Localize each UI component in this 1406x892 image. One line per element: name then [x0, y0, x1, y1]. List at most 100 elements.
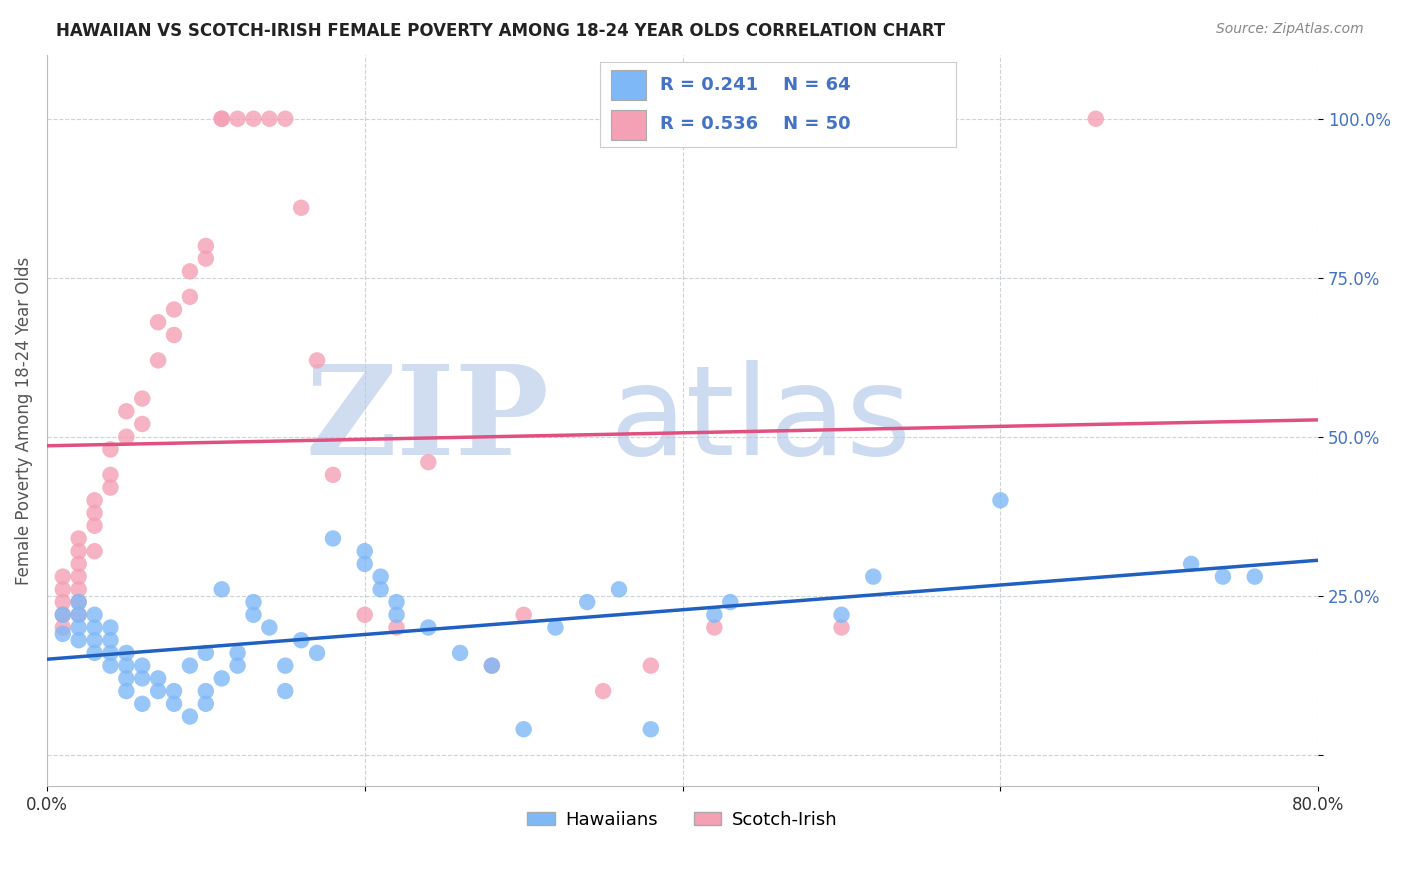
Point: [83, 633, 105, 648]
Point: [83, 506, 105, 520]
Point: [544, 620, 567, 634]
Point: [67, 532, 90, 546]
Point: [576, 595, 599, 609]
Point: [370, 569, 392, 583]
Point: [83, 607, 105, 622]
Point: [385, 595, 408, 609]
Point: [274, 112, 297, 126]
Point: [607, 582, 630, 597]
Text: HAWAIIAN VS SCOTCH-IRISH FEMALE POVERTY AMONG 18-24 YEAR OLDS CORRELATION CHART: HAWAIIAN VS SCOTCH-IRISH FEMALE POVERTY …: [56, 22, 945, 40]
Point: [592, 684, 614, 698]
Point: [115, 684, 138, 698]
Point: [353, 544, 375, 558]
Point: [385, 607, 408, 622]
Point: [100, 467, 122, 482]
Text: ZIP: ZIP: [305, 360, 550, 482]
Point: [179, 658, 201, 673]
Point: [703, 620, 725, 634]
Point: [146, 353, 169, 368]
Point: [211, 672, 233, 686]
Y-axis label: Female Poverty Among 18-24 Year Olds: Female Poverty Among 18-24 Year Olds: [15, 257, 32, 585]
Point: [67, 607, 90, 622]
Point: [83, 620, 105, 634]
Point: [67, 544, 90, 558]
Point: [52, 595, 75, 609]
Point: [52, 627, 75, 641]
Point: [481, 658, 503, 673]
Point: [418, 455, 440, 469]
Point: [83, 493, 105, 508]
Point: [259, 620, 281, 634]
Point: [146, 684, 169, 698]
Point: [226, 646, 249, 660]
Point: [52, 569, 75, 583]
Point: [52, 620, 75, 634]
Point: [67, 633, 90, 648]
Point: [163, 302, 186, 317]
Point: [512, 607, 534, 622]
Point: [862, 569, 884, 583]
Point: [52, 607, 75, 622]
Point: [831, 620, 853, 634]
Point: [1212, 569, 1234, 583]
Point: [274, 658, 297, 673]
Point: [242, 112, 264, 126]
Point: [67, 569, 90, 583]
Point: [100, 646, 122, 660]
Point: [100, 481, 122, 495]
Point: [481, 658, 503, 673]
Point: [290, 633, 312, 648]
Point: [163, 328, 186, 343]
Point: [1243, 569, 1265, 583]
Point: [307, 353, 329, 368]
Point: [322, 532, 344, 546]
Point: [131, 417, 153, 431]
Point: [370, 582, 392, 597]
Point: [640, 723, 662, 737]
Point: [115, 646, 138, 660]
Point: [194, 697, 217, 711]
Point: [259, 112, 281, 126]
Point: [353, 557, 375, 571]
Point: [131, 658, 153, 673]
Text: Source: ZipAtlas.com: Source: ZipAtlas.com: [1216, 22, 1364, 37]
Point: [83, 646, 105, 660]
Point: [67, 582, 90, 597]
Legend: Hawaiians, Scotch-Irish: Hawaiians, Scotch-Irish: [520, 804, 845, 836]
Point: [1084, 112, 1107, 126]
Point: [83, 518, 105, 533]
Point: [67, 595, 90, 609]
Point: [449, 646, 471, 660]
Point: [353, 607, 375, 622]
Point: [179, 264, 201, 278]
Point: [640, 658, 662, 673]
Point: [115, 430, 138, 444]
Point: [179, 709, 201, 723]
Point: [67, 620, 90, 634]
Point: [163, 697, 186, 711]
Point: [274, 684, 297, 698]
Point: [307, 646, 329, 660]
Point: [131, 392, 153, 406]
Point: [831, 607, 853, 622]
Point: [703, 607, 725, 622]
Point: [52, 582, 75, 597]
Point: [211, 112, 233, 126]
Point: [100, 658, 122, 673]
Point: [242, 595, 264, 609]
Point: [67, 595, 90, 609]
Point: [512, 723, 534, 737]
Point: [194, 239, 217, 253]
Point: [100, 620, 122, 634]
Point: [115, 658, 138, 673]
Point: [226, 658, 249, 673]
Point: [194, 646, 217, 660]
Point: [211, 582, 233, 597]
Point: [52, 607, 75, 622]
Point: [322, 467, 344, 482]
Point: [146, 672, 169, 686]
Point: [100, 633, 122, 648]
Point: [83, 544, 105, 558]
Point: [115, 404, 138, 418]
Point: [194, 252, 217, 266]
